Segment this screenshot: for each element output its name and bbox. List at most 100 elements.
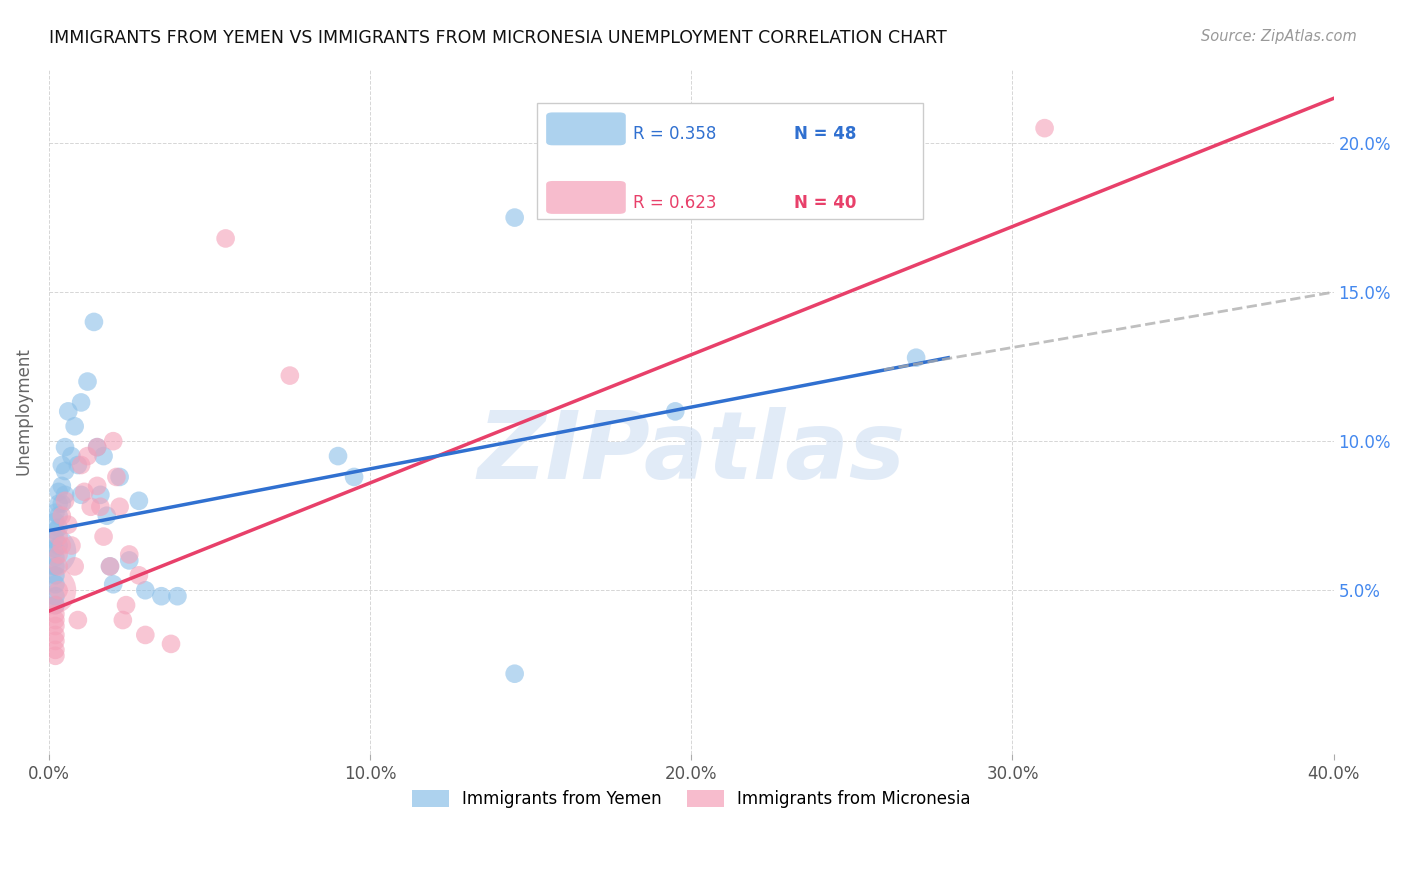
Point xyxy=(44,648,66,663)
Point xyxy=(214,231,236,245)
Point xyxy=(98,559,121,574)
Point xyxy=(664,404,686,418)
Point xyxy=(44,589,66,603)
Point xyxy=(73,484,96,499)
Point xyxy=(278,368,301,383)
Point xyxy=(60,449,83,463)
Point xyxy=(128,493,150,508)
FancyBboxPatch shape xyxy=(546,112,626,145)
Point xyxy=(44,506,66,520)
Text: N = 48: N = 48 xyxy=(794,126,856,144)
Point xyxy=(44,598,66,612)
Point xyxy=(63,419,86,434)
Text: R = 0.358: R = 0.358 xyxy=(634,126,717,144)
Point xyxy=(76,375,98,389)
Point xyxy=(51,508,73,523)
Point xyxy=(53,464,76,478)
Point xyxy=(48,484,70,499)
Point xyxy=(70,488,93,502)
Point xyxy=(44,634,66,648)
Point xyxy=(44,559,66,574)
Point xyxy=(89,488,111,502)
Point xyxy=(343,470,366,484)
Point xyxy=(86,479,108,493)
Text: IMMIGRANTS FROM YEMEN VS IMMIGRANTS FROM MICRONESIA UNEMPLOYMENT CORRELATION CHA: IMMIGRANTS FROM YEMEN VS IMMIGRANTS FROM… xyxy=(49,29,948,46)
Point xyxy=(80,500,103,514)
Text: R = 0.623: R = 0.623 xyxy=(634,194,717,212)
Point xyxy=(44,598,66,612)
Point xyxy=(44,524,66,538)
Text: N = 40: N = 40 xyxy=(794,194,856,212)
FancyBboxPatch shape xyxy=(546,181,626,214)
Point xyxy=(118,553,141,567)
Point xyxy=(1033,121,1056,136)
Point xyxy=(66,458,89,472)
Point xyxy=(48,548,70,562)
Point xyxy=(326,449,349,463)
Text: ZIPatlas: ZIPatlas xyxy=(477,407,905,499)
Point xyxy=(105,470,128,484)
Point xyxy=(44,515,66,529)
Point xyxy=(58,517,80,532)
Point xyxy=(48,521,70,535)
Point xyxy=(51,539,73,553)
Point xyxy=(48,559,70,574)
Point xyxy=(160,637,183,651)
Point xyxy=(60,539,83,553)
Point xyxy=(66,613,89,627)
Point xyxy=(48,497,70,511)
Point xyxy=(41,544,63,558)
Point xyxy=(118,548,141,562)
Point xyxy=(41,583,63,598)
Point xyxy=(51,479,73,493)
Point xyxy=(44,541,66,556)
Point xyxy=(44,628,66,642)
FancyBboxPatch shape xyxy=(537,103,922,219)
Point xyxy=(103,577,125,591)
Point xyxy=(44,550,66,565)
Point xyxy=(70,458,93,472)
Point xyxy=(86,440,108,454)
Point xyxy=(44,533,66,547)
Legend: Immigrants from Yemen, Immigrants from Micronesia: Immigrants from Yemen, Immigrants from M… xyxy=(405,783,977,814)
Point xyxy=(905,351,928,365)
Point xyxy=(115,598,138,612)
Point xyxy=(503,666,526,681)
Point xyxy=(70,395,93,409)
Point xyxy=(53,493,76,508)
Point xyxy=(51,458,73,472)
Point xyxy=(83,315,105,329)
Point xyxy=(58,404,80,418)
Point xyxy=(44,577,66,591)
Point xyxy=(53,440,76,454)
Point xyxy=(44,619,66,633)
Point xyxy=(44,568,66,582)
Point xyxy=(108,470,131,484)
Point xyxy=(51,497,73,511)
Point xyxy=(108,500,131,514)
Point xyxy=(86,440,108,454)
Point xyxy=(103,434,125,449)
Point xyxy=(89,500,111,514)
Point xyxy=(44,607,66,621)
Point xyxy=(44,643,66,657)
Y-axis label: Unemployment: Unemployment xyxy=(15,347,32,475)
Point xyxy=(48,508,70,523)
Point xyxy=(48,530,70,544)
Point xyxy=(166,589,188,603)
Point xyxy=(63,559,86,574)
Text: Source: ZipAtlas.com: Source: ZipAtlas.com xyxy=(1201,29,1357,44)
Point xyxy=(128,568,150,582)
Point xyxy=(48,583,70,598)
Point xyxy=(53,488,76,502)
Point xyxy=(44,613,66,627)
Point xyxy=(93,449,115,463)
Point xyxy=(150,589,173,603)
Point xyxy=(48,539,70,553)
Point xyxy=(96,508,118,523)
Point xyxy=(134,628,156,642)
Point xyxy=(93,530,115,544)
Point xyxy=(98,559,121,574)
Point xyxy=(111,613,134,627)
Point xyxy=(503,211,526,225)
